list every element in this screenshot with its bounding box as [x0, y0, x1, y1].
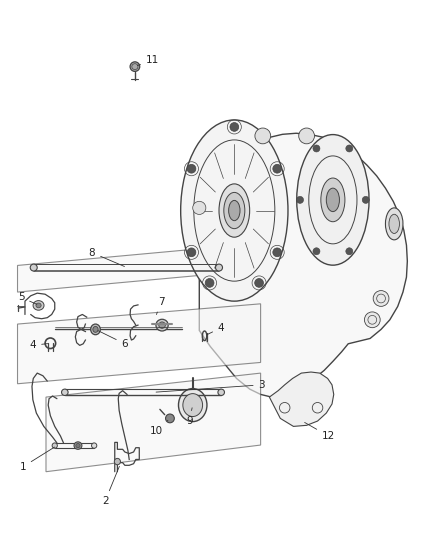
Ellipse shape — [159, 322, 166, 328]
Ellipse shape — [92, 443, 97, 448]
Text: 8: 8 — [88, 248, 124, 266]
Text: 6: 6 — [98, 330, 128, 349]
Ellipse shape — [389, 214, 399, 233]
Text: 9: 9 — [186, 408, 193, 426]
Circle shape — [230, 123, 239, 131]
Text: 10: 10 — [150, 421, 168, 435]
Text: 12: 12 — [305, 423, 335, 441]
Ellipse shape — [36, 303, 41, 308]
Ellipse shape — [61, 389, 68, 395]
Ellipse shape — [224, 192, 245, 229]
Text: 3: 3 — [156, 380, 265, 392]
Ellipse shape — [180, 120, 288, 301]
Ellipse shape — [297, 134, 369, 265]
Text: 4: 4 — [207, 323, 225, 335]
Ellipse shape — [130, 62, 140, 71]
Ellipse shape — [74, 442, 82, 449]
Circle shape — [313, 145, 320, 152]
Text: 1: 1 — [19, 447, 55, 472]
Ellipse shape — [385, 208, 403, 240]
Text: 4: 4 — [29, 341, 48, 350]
Ellipse shape — [93, 326, 98, 333]
Circle shape — [362, 196, 369, 204]
Circle shape — [273, 248, 282, 257]
Ellipse shape — [326, 188, 339, 212]
Text: 5: 5 — [18, 293, 37, 304]
Polygon shape — [196, 133, 407, 397]
Circle shape — [255, 128, 271, 144]
Ellipse shape — [219, 184, 250, 237]
Circle shape — [187, 248, 196, 257]
Circle shape — [373, 290, 389, 306]
Ellipse shape — [52, 443, 57, 448]
Circle shape — [205, 279, 214, 287]
Ellipse shape — [30, 264, 37, 271]
Ellipse shape — [229, 200, 240, 221]
Ellipse shape — [33, 301, 44, 310]
Text: 11: 11 — [138, 55, 159, 66]
Circle shape — [299, 128, 314, 144]
Polygon shape — [46, 373, 261, 472]
Circle shape — [166, 414, 174, 423]
Ellipse shape — [321, 178, 345, 222]
Circle shape — [297, 196, 304, 204]
Text: 2: 2 — [102, 466, 120, 506]
Circle shape — [255, 279, 263, 287]
Circle shape — [273, 164, 282, 173]
Ellipse shape — [156, 319, 168, 331]
Polygon shape — [18, 245, 239, 292]
Ellipse shape — [215, 264, 223, 271]
Ellipse shape — [178, 389, 207, 422]
Polygon shape — [18, 304, 261, 384]
Ellipse shape — [218, 389, 224, 395]
Ellipse shape — [183, 393, 202, 417]
Circle shape — [364, 312, 380, 328]
Circle shape — [313, 248, 320, 255]
Circle shape — [187, 164, 196, 173]
Circle shape — [346, 145, 353, 152]
Ellipse shape — [76, 443, 80, 448]
Circle shape — [346, 248, 353, 255]
Polygon shape — [269, 372, 334, 426]
Text: 7: 7 — [156, 297, 165, 314]
Ellipse shape — [91, 324, 100, 335]
Circle shape — [193, 201, 206, 214]
Ellipse shape — [114, 458, 120, 465]
